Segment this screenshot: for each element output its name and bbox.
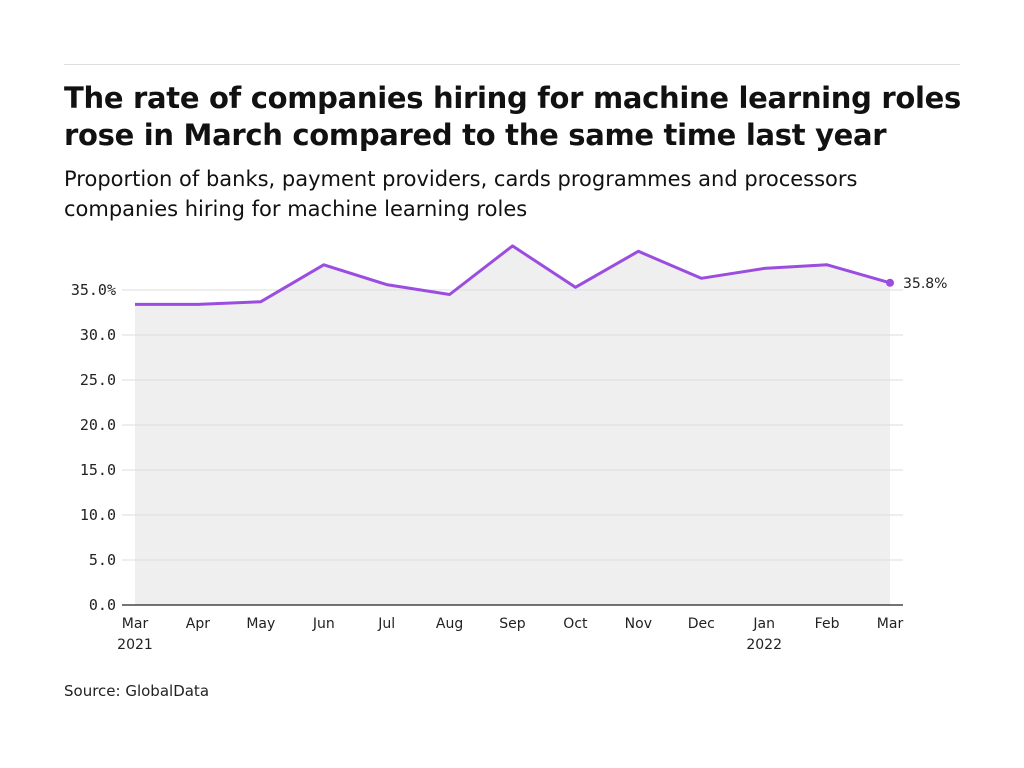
x-tick-label: Mar bbox=[122, 616, 149, 632]
end-value-label: 35.8% bbox=[903, 276, 947, 292]
x-tick-label: Sep bbox=[499, 616, 526, 632]
x-tick-label: Mar bbox=[877, 616, 904, 632]
y-tick-label: 0.0 bbox=[89, 596, 116, 614]
x-tick-label: Oct bbox=[563, 616, 588, 632]
y-tick-label: 30.0 bbox=[80, 326, 116, 344]
x-tick-label: 2022 bbox=[746, 637, 782, 653]
x-tick-label: Jan bbox=[752, 616, 775, 632]
y-tick-label: 5.0 bbox=[89, 551, 116, 569]
y-tick-label: 10.0 bbox=[80, 506, 116, 524]
y-tick-label: 25.0 bbox=[80, 371, 116, 389]
y-tick-label: 20.0 bbox=[80, 416, 116, 434]
chart-title: The rate of companies hiring for machine… bbox=[64, 81, 962, 152]
x-tick-label: May bbox=[246, 616, 275, 632]
x-tick-label: Jun bbox=[312, 616, 335, 632]
series-line bbox=[135, 244, 891, 306]
y-tick-label: 35.0% bbox=[71, 281, 116, 299]
top-rule bbox=[64, 64, 960, 65]
source-note: Source: GlobalData bbox=[64, 682, 210, 700]
y-tick-label: 15.0 bbox=[80, 461, 116, 479]
chart-subtitle: Proportion of banks, payment providers, … bbox=[64, 167, 858, 221]
data-point bbox=[886, 278, 894, 287]
x-tick-label: Jul bbox=[377, 616, 395, 632]
x-tick-label: Aug bbox=[436, 616, 463, 632]
x-tick-label: Dec bbox=[688, 616, 715, 632]
x-tick-label: Nov bbox=[625, 616, 652, 632]
x-tick-label: Apr bbox=[186, 616, 210, 632]
x-tick-label: 2021 bbox=[117, 637, 153, 653]
x-tick-label: Feb bbox=[815, 616, 840, 632]
